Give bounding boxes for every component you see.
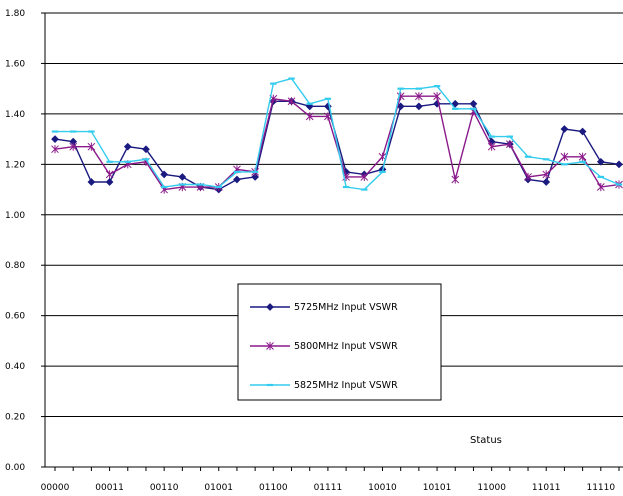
x-tick-label: 11011 (532, 483, 561, 493)
data-point (233, 175, 241, 184)
data-point (87, 178, 96, 186)
data-point (542, 178, 551, 186)
data-point (451, 175, 460, 184)
data-point (251, 173, 259, 181)
data-point (51, 145, 59, 154)
y-tick-label: 1.40 (5, 110, 25, 120)
x-axis-title: Status (470, 435, 502, 446)
data-point (287, 97, 296, 106)
y-tick-label: 1.00 (5, 211, 25, 221)
data-point (560, 152, 569, 161)
x-tick-label: 00110 (150, 483, 179, 493)
legend-label: 5725MHz Input VSWR (294, 302, 398, 313)
data-point (487, 142, 496, 151)
legend-marker (266, 303, 274, 311)
x-tick-label: 00000 (41, 483, 70, 493)
data-point (451, 99, 460, 108)
data-point (69, 142, 78, 151)
data-point (505, 140, 514, 149)
series-3 (51, 77, 623, 191)
legend-label: 5825MHz Input VSWR (294, 380, 398, 391)
series-line (55, 77, 620, 191)
data-point (542, 170, 551, 179)
x-tick-label: 01100 (259, 483, 288, 493)
data-point (305, 112, 314, 121)
y-tick-label: 0.60 (5, 312, 25, 322)
data-point (360, 172, 369, 182)
x-tick-label: 11110 (586, 483, 615, 493)
data-point (433, 92, 441, 101)
data-point (578, 152, 587, 161)
x-tick-label: 01001 (204, 483, 233, 493)
data-point (578, 127, 587, 136)
y-tick-label: 0.80 (5, 261, 25, 271)
y-tick-label: 0.40 (5, 362, 25, 372)
data-point (596, 182, 605, 192)
data-point (178, 173, 187, 181)
x-tick-label: 01111 (314, 483, 343, 493)
x-tick-label: 10010 (368, 483, 397, 493)
x-tick-label: 00011 (95, 483, 124, 493)
data-point (105, 178, 114, 186)
data-point (87, 142, 96, 151)
legend: 5725MHz Input VSWR 5800MHz Input VSWR 5825… (237, 283, 442, 401)
data-point (105, 170, 114, 179)
axis-layer: 0.00 0.20 0.40 0.60 0.80 1.00 1.20 1.40 1.60 1.80… (5, 9, 623, 493)
data-point (615, 160, 623, 169)
series-line (54, 95, 620, 191)
data-point (324, 112, 332, 121)
legend-marker (266, 341, 274, 351)
y-tick-label: 1.80 (5, 9, 25, 19)
legend-item: 5800MHz Input VSWR (250, 341, 398, 352)
data-point (415, 92, 423, 101)
data-point (51, 135, 59, 143)
legend-item: 5725MHz Input VSWR (250, 302, 398, 313)
y-tick-label: 1.20 (5, 160, 25, 170)
data-point (560, 125, 569, 133)
y-tick-label: 0.20 (5, 413, 25, 423)
data-point (469, 99, 478, 108)
legend-box (237, 283, 442, 401)
grid-layer (45, 12, 623, 418)
legend-item: 5825MHz Input VSWR (250, 380, 398, 391)
data-point (596, 157, 605, 166)
data-point (142, 145, 150, 154)
y-tick-label: 1.60 (5, 59, 25, 69)
legend-label: 5800MHz Input VSWR (294, 341, 398, 352)
series-layer (51, 77, 623, 194)
data-point (524, 172, 532, 182)
x-tick-label: 11000 (477, 483, 506, 493)
data-point (123, 142, 132, 151)
series-2 (51, 92, 623, 194)
y-tick-label: 0.00 (5, 463, 25, 473)
data-point (415, 102, 423, 111)
x-tick-label: 10101 (423, 483, 452, 493)
data-point (160, 170, 169, 179)
